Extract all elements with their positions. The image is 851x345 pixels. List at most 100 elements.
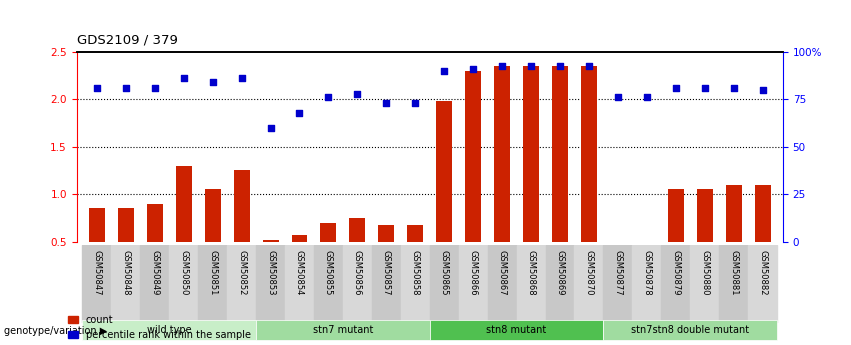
Bar: [408, 225, 423, 289]
Bar: [581, 66, 597, 289]
Bar: [227, 245, 256, 323]
Point: [495, 63, 509, 69]
Point: [119, 85, 133, 90]
Bar: [574, 245, 603, 323]
Point: [177, 76, 191, 81]
Text: GSM50853: GSM50853: [266, 250, 275, 296]
Bar: [437, 101, 452, 289]
Text: stn7stn8 double mutant: stn7stn8 double mutant: [631, 325, 750, 335]
Text: GSM50847: GSM50847: [93, 250, 101, 296]
Bar: [83, 245, 111, 323]
Bar: [755, 185, 771, 289]
Bar: [719, 245, 748, 323]
Bar: [488, 245, 517, 323]
Bar: [494, 66, 510, 289]
Point: [698, 85, 711, 90]
Text: GSM50882: GSM50882: [758, 250, 767, 296]
Bar: [314, 245, 343, 323]
Bar: [430, 245, 459, 323]
Text: GSM50856: GSM50856: [353, 250, 362, 296]
Bar: [726, 185, 742, 289]
Bar: [343, 245, 372, 323]
Bar: [545, 245, 574, 323]
Text: GSM50852: GSM50852: [237, 250, 246, 296]
Bar: [465, 71, 481, 289]
Point: [351, 92, 364, 97]
Point: [380, 100, 393, 106]
Text: GSM50857: GSM50857: [382, 250, 391, 296]
Text: GSM50851: GSM50851: [208, 250, 217, 296]
Text: GSM50880: GSM50880: [700, 250, 709, 296]
Bar: [350, 218, 365, 289]
Bar: [176, 166, 191, 289]
Point: [293, 111, 306, 116]
Bar: [401, 245, 430, 323]
Point: [206, 79, 220, 85]
Bar: [205, 189, 220, 289]
Point: [148, 85, 162, 90]
Text: GSM50866: GSM50866: [469, 250, 477, 296]
Text: GSM50849: GSM50849: [151, 250, 159, 296]
Text: GSM50881: GSM50881: [729, 250, 738, 296]
Bar: [234, 170, 249, 289]
Text: genotype/variation ▶: genotype/variation ▶: [4, 326, 107, 335]
Point: [90, 85, 104, 90]
Bar: [697, 189, 713, 289]
Bar: [89, 208, 105, 289]
Bar: [690, 245, 719, 323]
Point: [669, 85, 683, 90]
Bar: [523, 66, 539, 289]
Legend: count, percentile rank within the sample: count, percentile rank within the sample: [65, 311, 254, 344]
Bar: [639, 268, 654, 289]
Bar: [748, 245, 777, 323]
Bar: [459, 245, 488, 323]
FancyBboxPatch shape: [603, 320, 777, 341]
Bar: [552, 66, 568, 289]
Text: GSM50867: GSM50867: [498, 250, 506, 296]
Bar: [263, 239, 278, 289]
Point: [235, 76, 248, 81]
Point: [437, 68, 451, 73]
Text: GSM50854: GSM50854: [295, 250, 304, 296]
Bar: [146, 204, 163, 289]
Text: GSM50850: GSM50850: [180, 250, 188, 296]
Bar: [140, 245, 169, 323]
Bar: [117, 208, 134, 289]
Text: wild type: wild type: [147, 325, 191, 335]
Point: [582, 63, 596, 69]
Bar: [321, 223, 336, 289]
Point: [408, 100, 422, 106]
Text: GSM50870: GSM50870: [585, 250, 593, 296]
Bar: [517, 245, 545, 323]
Point: [553, 63, 567, 69]
Bar: [603, 245, 632, 323]
Bar: [632, 245, 661, 323]
Point: [466, 66, 480, 71]
Point: [640, 95, 654, 100]
Text: GSM50878: GSM50878: [643, 250, 651, 296]
Point: [611, 95, 625, 100]
Text: GSM50858: GSM50858: [411, 250, 420, 296]
Bar: [379, 225, 394, 289]
Point: [524, 63, 538, 69]
Bar: [610, 268, 625, 289]
Text: GSM50848: GSM50848: [122, 250, 130, 296]
Bar: [198, 245, 227, 323]
FancyBboxPatch shape: [256, 320, 430, 341]
FancyBboxPatch shape: [430, 320, 603, 341]
Text: stn8 mutant: stn8 mutant: [487, 325, 546, 335]
Bar: [292, 235, 307, 289]
Point: [264, 125, 277, 130]
Bar: [661, 245, 690, 323]
Point: [756, 87, 769, 92]
Bar: [169, 245, 198, 323]
Text: GSM50879: GSM50879: [671, 250, 680, 296]
Bar: [372, 245, 401, 323]
Bar: [668, 189, 683, 289]
Bar: [256, 245, 285, 323]
Bar: [285, 245, 314, 323]
Text: GSM50868: GSM50868: [527, 250, 535, 296]
Point: [727, 85, 740, 90]
Text: GSM50865: GSM50865: [440, 250, 448, 296]
Point: [322, 95, 335, 100]
